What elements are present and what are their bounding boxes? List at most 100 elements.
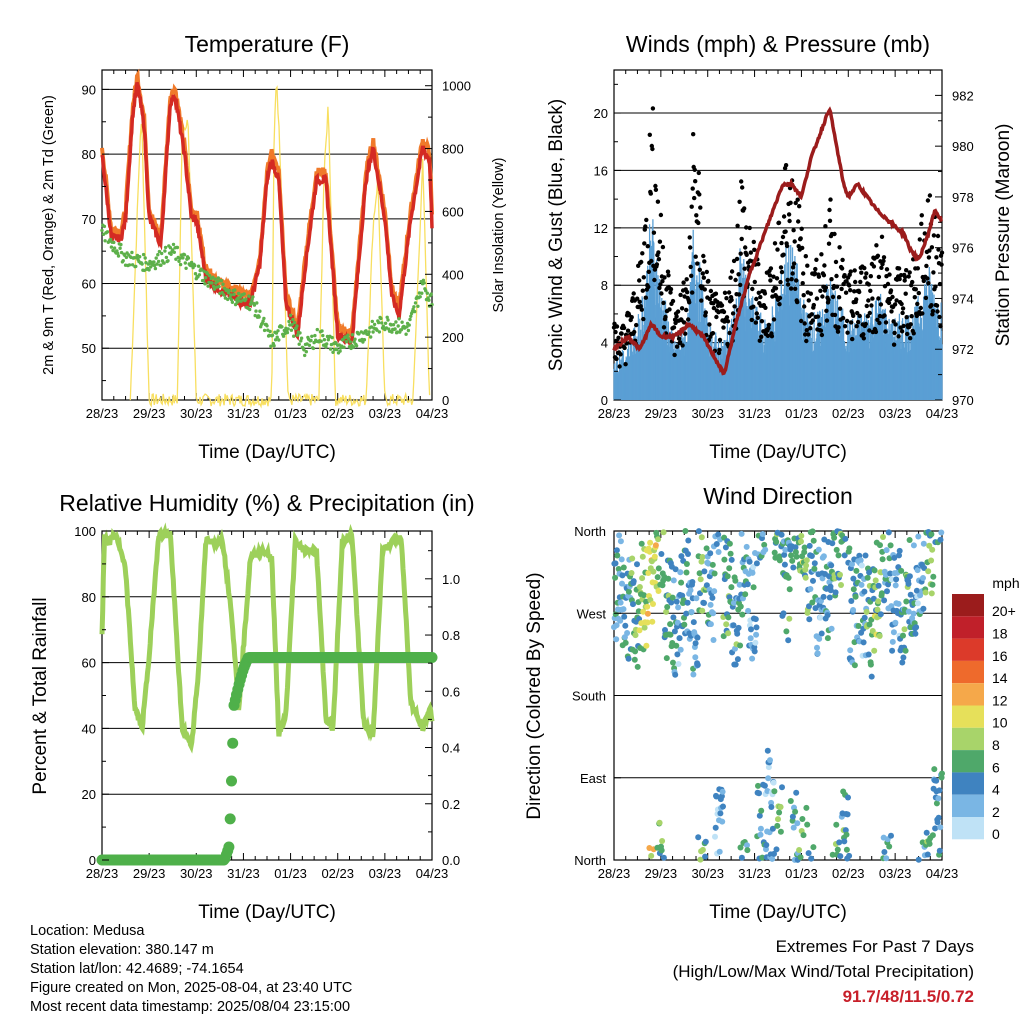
gust-point (639, 259, 644, 265)
x-tick-label: 01/23 (274, 866, 307, 881)
x-tick-label: 28/23 (86, 866, 119, 881)
dewpoint-point (121, 259, 125, 263)
colorbar-label: 12 (992, 692, 1008, 708)
direction-point (639, 575, 646, 582)
gust-point (842, 273, 847, 278)
direction-point (613, 636, 620, 643)
gust-point (670, 298, 676, 304)
direction-point (787, 798, 794, 804)
dewpoint-point (237, 291, 241, 296)
gust-point (892, 330, 897, 336)
dewpoint-point (313, 333, 317, 338)
gust-point (829, 277, 834, 282)
direction-point (735, 624, 742, 631)
dewpoint-point (391, 323, 396, 327)
dewpoint-point (140, 262, 144, 266)
gust-point (919, 221, 924, 226)
direction-point (906, 537, 913, 543)
dewpoint-point (357, 332, 361, 336)
y2-tick-label: 978 (952, 190, 974, 205)
gust-point (866, 298, 871, 303)
dewpoint-point (141, 252, 146, 257)
y-tick-label: North (574, 524, 606, 539)
gust-point (640, 288, 645, 293)
dewpoint-point (331, 350, 335, 354)
dewpoint-point (386, 318, 390, 322)
dewpoint-point (424, 289, 428, 293)
y-tick-label: 20 (82, 787, 96, 802)
dewpoint-point (320, 329, 324, 333)
gust-point (821, 273, 827, 278)
direction-point (763, 842, 770, 848)
direction-point (877, 611, 884, 618)
direction-point (833, 821, 840, 828)
colorbar-swatch (952, 750, 984, 773)
gust-point (765, 333, 771, 338)
gust-point (658, 282, 663, 287)
direction-point (871, 567, 878, 574)
gust-point (832, 312, 838, 318)
direction-point (871, 647, 878, 654)
dewpoint-point (215, 279, 220, 283)
direction-point (710, 610, 717, 617)
direction-point (723, 621, 730, 628)
y-axis-label-left: 2m & 9m T (Red, Orange) & 2m Td (Green) (41, 95, 57, 375)
dewpoint-point (420, 291, 424, 295)
dewpoint-point (130, 250, 134, 255)
gust-point (725, 319, 731, 324)
dewpoint-point (429, 292, 433, 296)
precip-point (226, 775, 237, 787)
gust-point (804, 328, 809, 333)
gust-point (696, 170, 701, 176)
gust-point (802, 304, 807, 309)
gust-point (751, 304, 756, 309)
gust-point (847, 283, 852, 288)
y2-tick-label: 972 (952, 342, 974, 357)
dewpoint-point (258, 309, 262, 313)
speed-colorbar: mph 20+ 18 16 14 12 10 8 6 4 2 0 (952, 575, 1020, 842)
direction-point (810, 577, 816, 584)
dewpoint-point (210, 281, 214, 285)
gust-point (748, 250, 753, 255)
gust-point (693, 179, 698, 184)
gust-point (783, 163, 789, 168)
direction-point (913, 624, 920, 631)
direction-point (732, 577, 739, 584)
y-tick-label: 50 (82, 341, 96, 356)
y-tick-label: 16 (594, 163, 608, 178)
x-tick-label: 31/23 (227, 866, 260, 881)
gust-point (835, 329, 841, 334)
direction-point (922, 589, 929, 596)
gust-point (862, 265, 867, 271)
gust-point (854, 297, 859, 302)
dewpoint-point (262, 316, 266, 321)
direction-point (866, 569, 873, 576)
direction-point (775, 816, 781, 823)
gust-point (736, 272, 741, 277)
gust-point (923, 295, 929, 301)
gust-point (851, 313, 856, 318)
direction-point (866, 621, 873, 628)
gust-point (881, 258, 886, 264)
dewpoint-point (396, 324, 400, 328)
gust-point (644, 217, 649, 223)
y-tick-label: 0 (89, 853, 96, 868)
dewpoint-point (270, 333, 275, 337)
direction-point (842, 827, 849, 834)
direction-point (797, 854, 804, 861)
direction-point (612, 611, 619, 618)
gust-point (771, 317, 777, 322)
y2-tick-label: 0.6 (442, 684, 460, 699)
direction-point (736, 581, 743, 588)
dewpoint-point (221, 282, 225, 286)
direction-point (805, 850, 812, 857)
chart-title: Relative Humidity (%) & Precipitation (i… (59, 490, 474, 516)
direction-point (747, 635, 754, 642)
gust-point (694, 213, 699, 218)
direction-point (816, 635, 823, 642)
gust-point (834, 284, 840, 289)
gust-point (646, 284, 651, 290)
dewpoint-point (157, 249, 162, 254)
gust-point (802, 321, 807, 326)
direction-point (790, 824, 797, 831)
